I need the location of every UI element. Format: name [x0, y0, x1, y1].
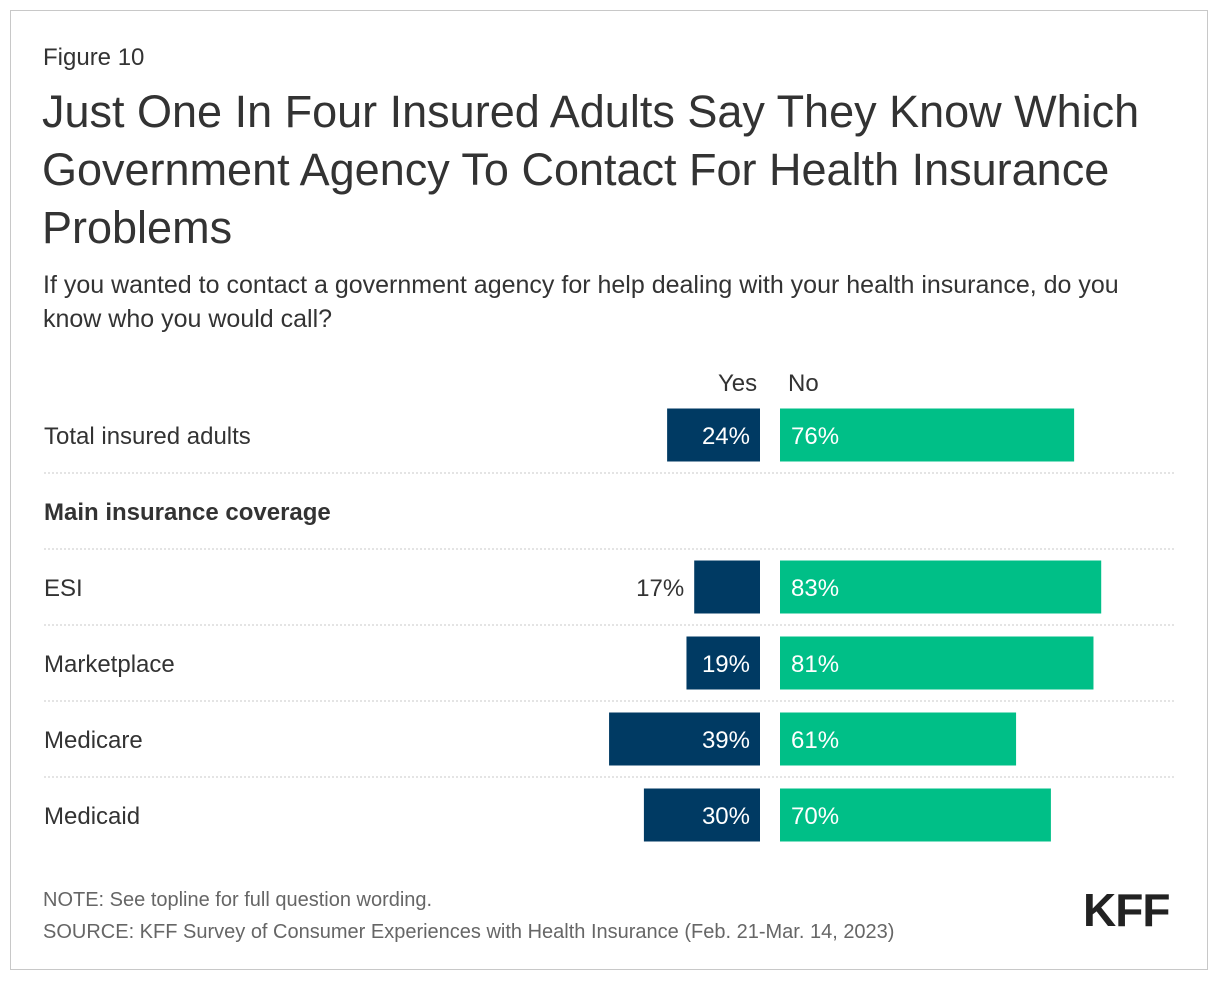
note-text: NOTE: See topline for full question word…	[43, 889, 433, 911]
kff-logo: KFF	[1083, 884, 1170, 936]
figure-label: Figure 10	[43, 44, 145, 71]
column-header-no: No	[788, 370, 819, 397]
chart-subtitle: If you wanted to contact a government ag…	[43, 271, 1119, 333]
source-text: SOURCE: KFF Survey of Consumer Experienc…	[43, 921, 895, 943]
column-header-yes: Yes	[718, 370, 758, 397]
footnotes: NOTE: See topline for full question word…	[43, 884, 894, 948]
chart-title: Just One In Four Insured Adults Say They…	[42, 86, 1140, 253]
